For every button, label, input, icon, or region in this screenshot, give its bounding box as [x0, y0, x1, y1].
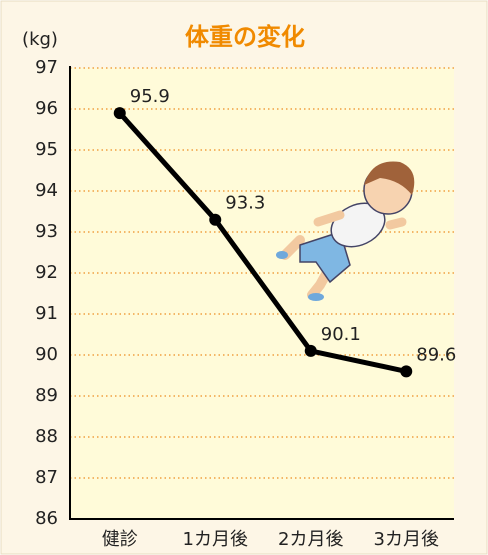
y-tick-label: 87 — [35, 467, 58, 488]
point — [209, 214, 221, 226]
chart: 体重の変化 (kg) 86 87 88 89 90 91 92 93 94 95 96 97 健診 1カ月… — [0, 0, 488, 555]
y-axis-label: (kg) — [22, 29, 58, 50]
y-tick-label: 89 — [35, 385, 58, 406]
y-tick-label: 88 — [35, 426, 58, 447]
x-tick-label: 2カ月後 — [278, 529, 343, 550]
data-label: 95.9 — [130, 86, 170, 107]
y-tick-label: 86 — [35, 508, 58, 529]
y-tick-label: 91 — [35, 303, 58, 324]
data-label: 93.3 — [225, 193, 265, 214]
y-tick-label: 94 — [35, 180, 58, 201]
y-tick-label: 90 — [35, 344, 58, 365]
y-tick-label: 96 — [35, 98, 58, 119]
point — [305, 345, 317, 357]
y-tick-label: 95 — [35, 139, 58, 160]
x-tick-label: 3カ月後 — [374, 529, 439, 550]
y-tick-label: 92 — [35, 262, 58, 283]
chart-title: 体重の変化 — [185, 23, 305, 51]
data-label: 89.6 — [416, 344, 456, 365]
x-tick-label: 健診 — [102, 529, 138, 550]
point — [114, 107, 126, 119]
point — [400, 365, 412, 377]
y-tick-label: 93 — [35, 221, 58, 242]
plot-area — [70, 68, 454, 519]
data-label: 90.1 — [321, 324, 361, 345]
x-tick-label: 1カ月後 — [183, 529, 248, 550]
y-tick-label: 97 — [35, 57, 58, 78]
